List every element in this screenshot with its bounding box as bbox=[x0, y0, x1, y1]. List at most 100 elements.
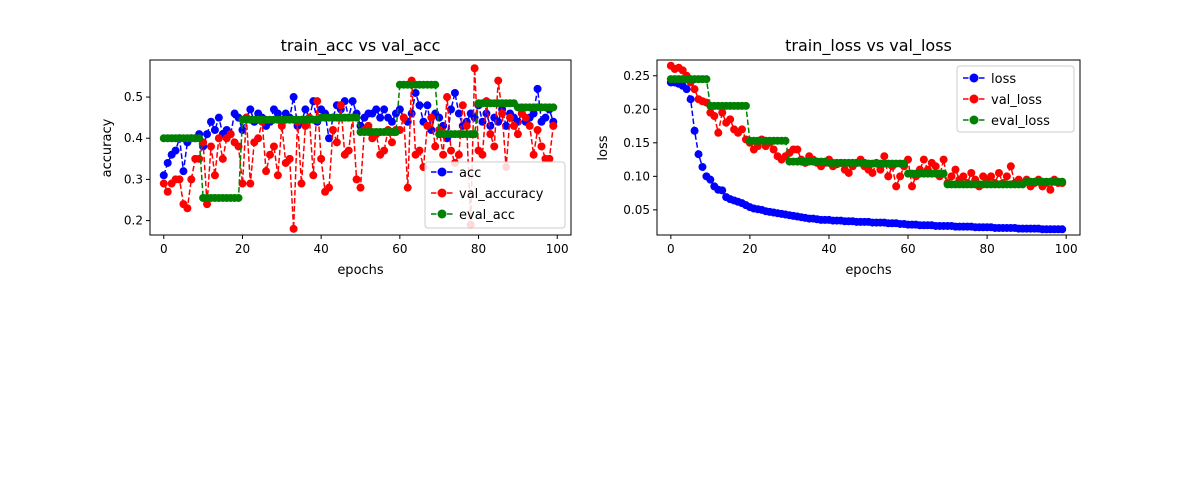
data-point-acc bbox=[348, 97, 357, 106]
data-point-val-accuracy bbox=[521, 113, 530, 122]
data-point-val-accuracy bbox=[317, 154, 326, 163]
data-point-val-loss bbox=[769, 145, 778, 154]
data-point-val-accuracy bbox=[352, 175, 361, 184]
data-point-acc bbox=[325, 134, 334, 143]
data-point-val-loss bbox=[919, 155, 928, 164]
data-point-val-loss bbox=[880, 152, 889, 161]
data-point-acc bbox=[163, 158, 172, 167]
data-point-val-accuracy bbox=[344, 146, 353, 155]
data-point-val-accuracy bbox=[336, 101, 345, 110]
y-tick-label: 0.4 bbox=[124, 131, 143, 145]
data-point-val-accuracy bbox=[210, 171, 219, 180]
data-point-val-accuracy bbox=[309, 171, 318, 180]
y-tick-label: 0.5 bbox=[124, 90, 143, 104]
data-point-val-accuracy bbox=[443, 93, 452, 102]
data-point-acc bbox=[447, 105, 455, 114]
data-point-acc bbox=[533, 84, 542, 93]
data-point-val-loss bbox=[959, 172, 968, 181]
data-point-loss bbox=[698, 162, 707, 171]
data-point-val-accuracy bbox=[454, 150, 463, 159]
data-point-val-accuracy bbox=[159, 179, 168, 188]
data-point-eval-acc bbox=[195, 134, 204, 143]
data-point-acc bbox=[206, 117, 215, 126]
data-point-val-accuracy bbox=[427, 113, 436, 122]
data-point-val-accuracy bbox=[183, 204, 192, 213]
data-point-val-accuracy bbox=[387, 138, 396, 147]
x-tick-label: 20 bbox=[235, 242, 250, 256]
data-point-val-accuracy bbox=[238, 179, 247, 188]
data-point-val-accuracy bbox=[262, 167, 271, 176]
data-point-val-accuracy bbox=[175, 175, 184, 184]
x-axis-label: epochs bbox=[845, 263, 892, 278]
data-point-val-accuracy bbox=[313, 97, 322, 106]
legend: acc val_accuracy eval_acc bbox=[424, 161, 566, 229]
x-tick-label: 60 bbox=[392, 242, 407, 256]
series-val-accuracy bbox=[159, 64, 558, 233]
data-point-val-accuracy bbox=[380, 146, 389, 155]
data-point-val-loss bbox=[844, 168, 853, 177]
data-point-val-accuracy bbox=[266, 150, 274, 159]
y-axis-label: accuracy bbox=[100, 118, 115, 177]
data-point-val-loss bbox=[1046, 185, 1055, 194]
data-point-val-accuracy bbox=[537, 142, 546, 151]
legend-label: acc bbox=[459, 166, 481, 181]
data-point-val-accuracy bbox=[545, 154, 554, 163]
data-point-loss bbox=[686, 95, 695, 104]
data-point-acc bbox=[273, 109, 282, 118]
data-point-val-loss bbox=[793, 145, 802, 154]
data-point-loss bbox=[718, 186, 727, 195]
legend-entry-val-loss: val_loss bbox=[963, 93, 1042, 108]
loss-chart: train_loss vs val_loss epochs loss 0 20 40… bbox=[596, 36, 1081, 278]
chart-title: train_loss vs val_loss bbox=[785, 36, 952, 56]
data-point-eval-loss bbox=[781, 136, 790, 145]
data-point-val-accuracy bbox=[439, 150, 448, 159]
data-point-acc bbox=[423, 101, 432, 110]
data-point-val-accuracy bbox=[246, 179, 255, 188]
data-point-acc bbox=[387, 117, 396, 126]
x-tick-label: 40 bbox=[314, 242, 329, 256]
data-point-val-loss bbox=[710, 111, 719, 120]
y-tick-label: 0.10 bbox=[623, 169, 650, 183]
legend-marker bbox=[437, 209, 447, 219]
data-point-val-accuracy bbox=[269, 142, 278, 151]
data-point-val-loss bbox=[987, 172, 996, 181]
legend-label: val_loss bbox=[991, 93, 1042, 108]
legend-marker bbox=[969, 73, 979, 83]
data-point-val-loss bbox=[939, 155, 948, 164]
data-point-val-accuracy bbox=[529, 150, 538, 159]
data-point-val-accuracy bbox=[533, 126, 542, 134]
legend-entry-eval-acc: eval_acc bbox=[431, 208, 515, 223]
legend-marker bbox=[437, 188, 447, 198]
data-point-acc bbox=[415, 101, 424, 110]
chart-title: train_acc vs val_acc bbox=[281, 36, 441, 56]
data-point-eval-acc bbox=[391, 128, 400, 137]
data-point-acc bbox=[159, 171, 168, 180]
data-point-val-accuracy bbox=[187, 175, 196, 184]
x-tick-label: 40 bbox=[821, 242, 836, 256]
legend-entry-val-accuracy: val_accuracy bbox=[431, 187, 544, 202]
y-tick-label: 0.20 bbox=[623, 102, 650, 116]
data-point-val-loss bbox=[738, 125, 746, 134]
data-point-val-accuracy bbox=[328, 126, 337, 134]
y-tick-label: 0.2 bbox=[124, 214, 143, 228]
data-point-val-accuracy bbox=[325, 183, 334, 192]
data-point-val-accuracy bbox=[498, 109, 507, 118]
x-axis-ticks: 0 20 40 60 80 100 bbox=[667, 235, 1078, 256]
legend: loss val_loss eval_loss bbox=[956, 65, 1075, 133]
data-point-acc bbox=[541, 113, 550, 122]
x-axis-ticks: 0 20 40 60 80 100 bbox=[160, 235, 569, 256]
data-point-val-loss bbox=[951, 165, 960, 174]
data-point-val-accuracy bbox=[254, 134, 263, 143]
legend-label: eval_acc bbox=[459, 208, 515, 223]
data-point-eval-loss bbox=[939, 169, 948, 178]
data-point-val-accuracy bbox=[195, 154, 204, 163]
data-point-val-accuracy bbox=[214, 134, 223, 143]
plot-frame bbox=[656, 59, 1081, 236]
data-point-val-accuracy bbox=[364, 121, 373, 130]
series-loss bbox=[666, 78, 1067, 234]
data-point-val-loss bbox=[1002, 172, 1011, 181]
x-tick-label: 100 bbox=[1055, 242, 1078, 256]
legend-label: loss bbox=[991, 72, 1016, 87]
x-axis-label: epochs bbox=[337, 263, 384, 278]
